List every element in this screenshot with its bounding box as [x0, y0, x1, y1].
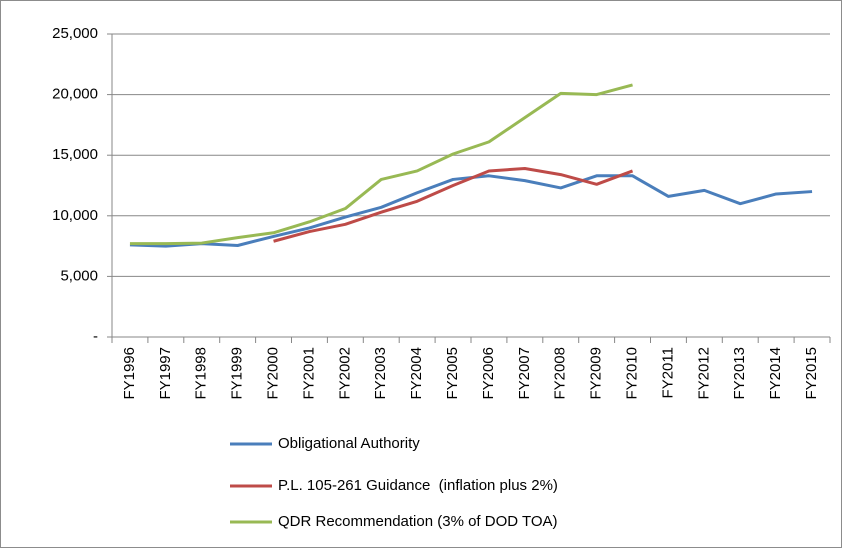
- x-tick-label: FY2010: [624, 347, 641, 400]
- x-tick-label: FY2007: [516, 347, 533, 400]
- x-tick-label: FY2003: [372, 347, 389, 400]
- x-tick-label: FY2004: [408, 347, 425, 400]
- y-tick-label: 15,000: [52, 146, 98, 163]
- series-line: [129, 174, 813, 248]
- x-tick-label: FY2001: [300, 347, 317, 400]
- legend-label: Obligational Authority: [278, 435, 420, 452]
- x-tick-label: FY2002: [336, 347, 353, 400]
- x-tick-label: FY1999: [229, 347, 246, 400]
- legend-label: QDR Recommendation (3% of DOD TOA): [278, 513, 558, 530]
- x-tick-label: FY2000: [265, 347, 282, 400]
- x-tick-label: FY2008: [552, 347, 569, 400]
- x-tick-label: FY2005: [444, 347, 461, 400]
- y-tick-label: 10,000: [52, 207, 98, 224]
- x-tick-label: FY1997: [157, 347, 174, 400]
- x-tick-label: FY2006: [480, 347, 497, 400]
- series-line: [273, 167, 634, 243]
- x-tick-label: FY2011: [659, 347, 676, 398]
- x-tick-label: FY2012: [695, 347, 712, 400]
- legend-label: P.L. 105-261 Guidance (inflation plus 2%…: [278, 477, 558, 494]
- x-tick-label: FY2014: [767, 347, 784, 400]
- x-tick-label: FY1996: [121, 347, 138, 400]
- series-line: [129, 83, 633, 246]
- y-tick-label: -: [93, 328, 98, 345]
- x-tick-label: FY2009: [588, 347, 605, 400]
- y-tick-label: 25,000: [52, 25, 98, 42]
- y-tick-label: 5,000: [60, 267, 98, 284]
- x-tick-label: FY1998: [193, 347, 210, 400]
- y-tick-label: 20,000: [52, 86, 98, 103]
- x-tick-label: FY2013: [731, 347, 748, 400]
- x-tick-label: FY2015: [803, 347, 820, 400]
